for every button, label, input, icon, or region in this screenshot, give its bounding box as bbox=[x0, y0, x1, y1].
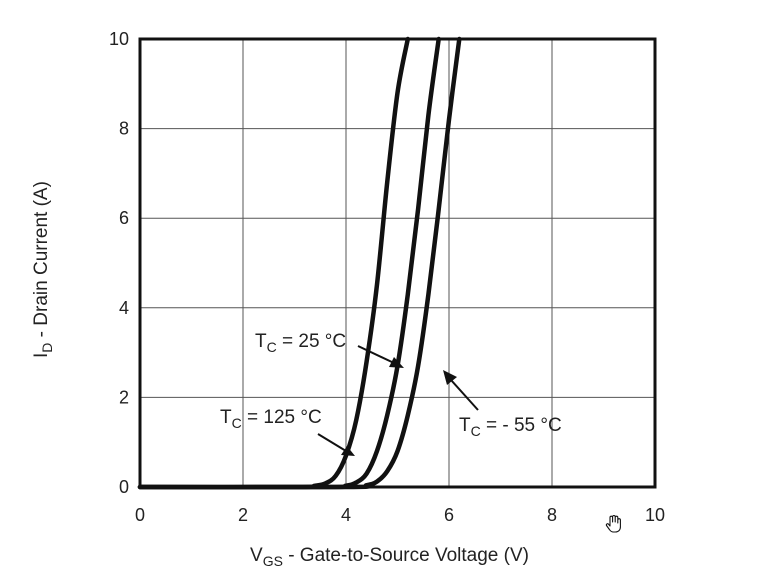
tick-labels: 0 2 4 6 8 10 0 2 4 6 8 10 bbox=[109, 29, 665, 525]
x-tick-label: 8 bbox=[547, 505, 557, 525]
plot-frame bbox=[138, 37, 657, 489]
x-tick-label: 0 bbox=[135, 505, 145, 525]
annotation-125c: TC = 125 °C bbox=[220, 407, 355, 456]
svg-text:TC = 25 °C: TC = 25 °C bbox=[255, 331, 346, 355]
x-tick-label: 6 bbox=[444, 505, 454, 525]
y-tick-label: 2 bbox=[119, 387, 129, 407]
y-tick-label: 4 bbox=[119, 298, 129, 318]
x-axis-label: VGS - Gate-to-Source Voltage (V) bbox=[250, 545, 529, 569]
arrow-minus55c bbox=[450, 379, 479, 411]
arrowhead-25c bbox=[389, 357, 404, 368]
annotation-25c: TC = 25 °C bbox=[255, 331, 404, 368]
arrowhead-minus55c bbox=[443, 370, 457, 385]
y-tick-label: 8 bbox=[119, 119, 129, 139]
y-tick-label: 6 bbox=[119, 208, 129, 228]
hand-cursor-icon bbox=[605, 515, 621, 533]
y-tick-label: 0 bbox=[119, 477, 129, 497]
x-tick-label: 2 bbox=[238, 505, 248, 525]
svg-text:TC = - 55 °C: TC = - 55 °C bbox=[459, 415, 562, 439]
svg-text:TC = 125 °C: TC = 125 °C bbox=[220, 407, 322, 431]
y-tick-label: 10 bbox=[109, 29, 129, 49]
arrow-125c bbox=[317, 433, 347, 452]
annotation-minus55c: TC = - 55 °C bbox=[443, 370, 562, 439]
y-axis-label: ID - Drain Current (A) bbox=[31, 181, 55, 358]
arrowhead-125c bbox=[341, 446, 355, 456]
x-tick-label: 10 bbox=[645, 505, 665, 525]
x-tick-label: 4 bbox=[341, 505, 351, 525]
arrow-25c bbox=[357, 345, 395, 364]
